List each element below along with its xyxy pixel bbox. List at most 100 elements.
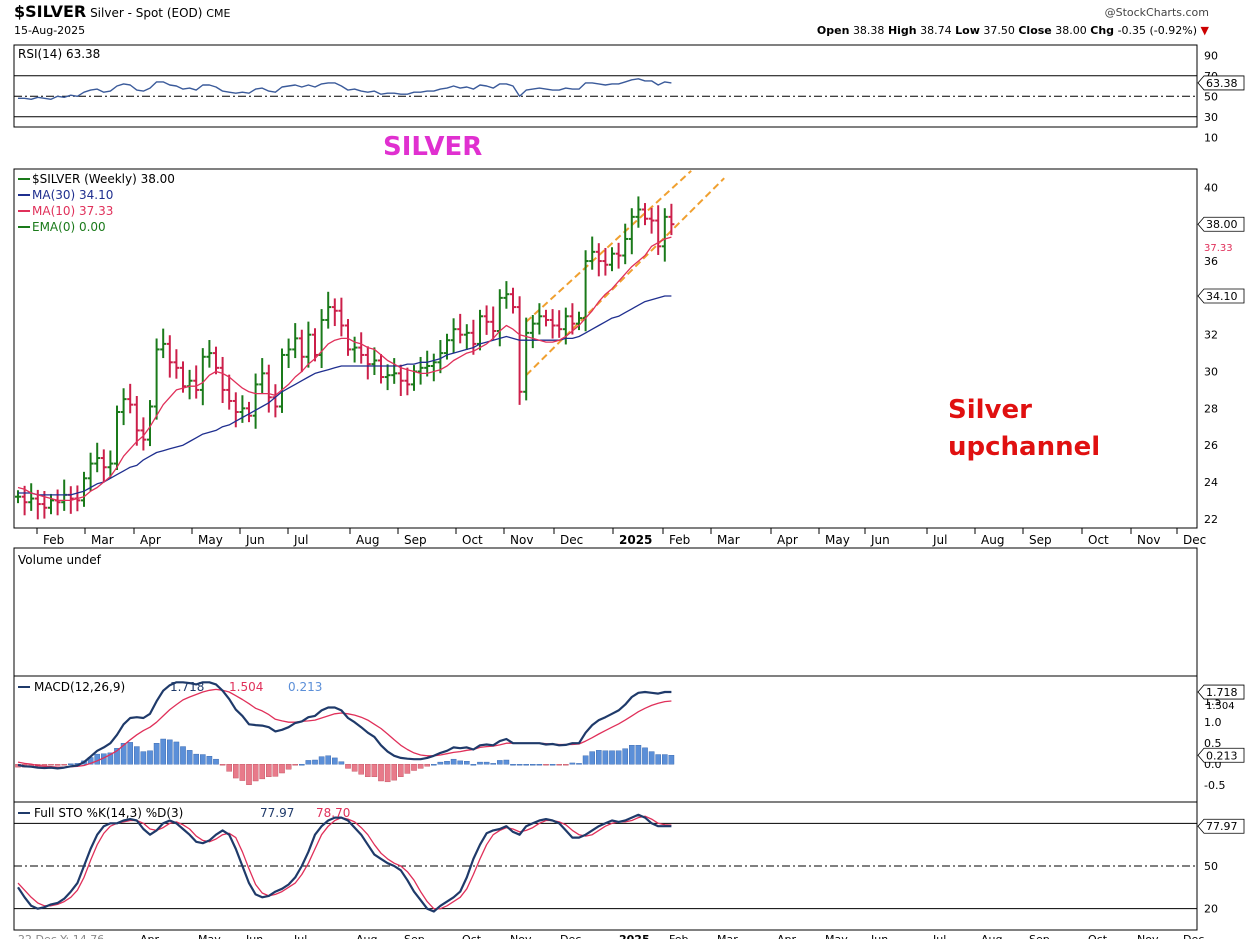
macd-histogram-bar: [536, 764, 543, 766]
macd-histogram-bar: [239, 764, 246, 781]
macd-histogram-bar: [299, 764, 305, 766]
month-label-top-10: Dec: [560, 533, 583, 547]
macd-histogram-bar: [404, 764, 411, 774]
macd-histogram-bar: [213, 758, 219, 765]
macd-histogram-bar: [668, 755, 675, 765]
month-label-top-15: May: [825, 533, 850, 547]
price-tick-label-7: 36: [1204, 255, 1218, 268]
month-label-bottom-11: Feb: [669, 933, 688, 939]
macd-histogram-bar: [549, 764, 556, 766]
month-label-bottom-16: Jul: [932, 933, 946, 939]
macd-histogram-bar: [48, 764, 54, 766]
sto-tick-label-0: 20: [1204, 903, 1218, 916]
month-label-top-1: Mar: [91, 533, 114, 547]
macd-histogram-bar: [219, 764, 226, 766]
macd-histogram-bar: [186, 750, 193, 765]
macd-histogram-bar: [457, 760, 464, 765]
macd-histogram-bar: [371, 764, 378, 778]
high-value: 38.74: [920, 24, 952, 37]
macd-histogram-bar: [398, 764, 404, 778]
macd-histogram-bar: [61, 764, 67, 766]
macd-histogram-bar: [140, 751, 147, 765]
month-label-bottom-0: 22 Dec Y: 14.76: [18, 933, 104, 939]
macd-histogram-bar: [543, 764, 549, 766]
rsi-last-label-box: [1197, 75, 1245, 91]
ma30-last-label-box: [1197, 288, 1245, 304]
month-label-bottom-20: Nov: [1137, 933, 1159, 939]
macd-histogram-bar: [338, 761, 345, 765]
sto-last-label: 77.97: [1206, 820, 1238, 833]
macd-last-label-box: [1197, 684, 1245, 700]
month-label-bottom-6: Sep: [404, 933, 425, 939]
exchange: CME: [206, 7, 231, 20]
annotation-channel-line1: Silver: [948, 395, 1032, 425]
macd-histogram-bar: [662, 754, 668, 765]
month-label-top-5: Jul: [293, 533, 308, 547]
rsi-tick-label-4: 90: [1204, 49, 1218, 62]
macd-histogram-bar: [173, 741, 180, 765]
channel-lower-line: [525, 177, 725, 376]
macd-histogram-bar: [153, 743, 160, 765]
rsi-line: [18, 78, 672, 101]
close-label: Close: [1018, 24, 1052, 37]
price-last-label: 38.00: [1206, 218, 1238, 231]
sto-d-legend-value: 78.70: [316, 806, 350, 820]
macd-histogram-bar: [655, 754, 661, 765]
month-label-bottom-12: Mar: [717, 933, 738, 939]
price-legend-label-2: MA(10) 37.33: [32, 204, 113, 218]
month-label-top-13: Mar: [717, 533, 740, 547]
sto-last-label-box: [1197, 818, 1245, 834]
macd-histogram-bar: [312, 759, 318, 765]
macd-histogram-bar: [232, 764, 239, 779]
macd-histogram-bar: [477, 761, 483, 765]
macd-histogram-bar: [576, 763, 582, 765]
month-label-top-14: Apr: [777, 533, 798, 547]
macd-histogram-bar: [127, 742, 133, 765]
macd-histogram-bar: [193, 753, 200, 765]
symbol: $SILVER: [14, 2, 87, 21]
macd-histogram-bar: [358, 764, 365, 775]
month-label-top-2: Apr: [140, 533, 161, 547]
month-label-top-22: Dec: [1183, 533, 1206, 547]
chg-label: Chg: [1090, 24, 1115, 37]
rsi-tick-label-2: 50: [1204, 90, 1218, 103]
sto-tick-label-1: 50: [1204, 860, 1218, 873]
month-label-bottom-15: Jun: [870, 933, 888, 939]
signal-last-label: 1.504: [1206, 701, 1235, 712]
macd-histogram-bar: [246, 764, 252, 785]
macd-histogram-bar: [563, 764, 569, 766]
macd-histogram-bar: [292, 764, 299, 766]
macd-legend-value: 1.718: [170, 680, 204, 694]
macd-tick-label-0: -0.5: [1204, 779, 1225, 792]
ma10-last-label: 37.33: [1204, 243, 1233, 254]
histogram-legend-value: 0.213: [288, 680, 322, 694]
month-label-bottom-5: Aug: [356, 933, 377, 939]
macd-histogram-bar: [147, 750, 153, 765]
macd-histogram-bar: [635, 745, 642, 765]
open-label: Open: [816, 24, 850, 37]
month-label-bottom-8: Nov: [510, 933, 532, 939]
macd-histogram-bar: [582, 755, 589, 765]
macd-histogram-bar: [642, 747, 648, 765]
month-label-bottom-19: Oct: [1088, 933, 1108, 939]
price-tick-label-5: 32: [1204, 329, 1218, 342]
macd-histogram-bar: [437, 761, 444, 765]
macd-last-label: 1.718: [1206, 686, 1238, 699]
macd-histogram-bar: [67, 763, 74, 765]
macd-histogram-bar: [629, 745, 635, 765]
macd-histogram-bar: [648, 751, 655, 765]
month-label-top-0: Feb: [43, 533, 64, 547]
brand-logo: @StockCharts.com: [1104, 6, 1209, 19]
price-legend-label-1: MA(30) 34.10: [32, 188, 113, 202]
macd-histogram-bar: [424, 764, 431, 767]
macd-histogram-bar: [114, 748, 120, 765]
macd-histogram-bar: [180, 746, 186, 765]
price-panel: [13, 168, 1198, 529]
month-label-bottom-10: 2025: [619, 933, 650, 939]
month-label-bottom-3: Jun: [245, 933, 263, 939]
macd-histogram-bar: [206, 756, 213, 765]
macd-histogram-bar: [490, 763, 497, 765]
macd-histogram-bar: [417, 764, 424, 769]
macd-histogram-bar: [464, 761, 470, 765]
price-tick-label-4: 30: [1204, 366, 1218, 379]
